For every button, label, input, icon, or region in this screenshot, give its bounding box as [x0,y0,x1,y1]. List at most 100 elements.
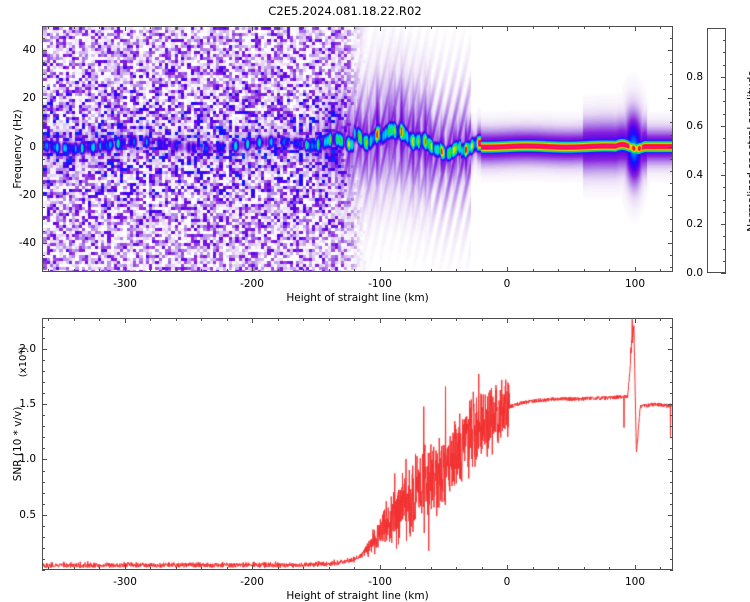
x-major-tick [125,26,126,31]
x-major-tick [380,26,381,31]
y-minor-tick [42,371,45,372]
y-tick-label: 2.0 [19,343,36,355]
y-minor-tick [670,548,673,549]
x-minor-tick [660,567,661,570]
colorbar-tick-label: 0.4 [686,169,703,181]
y-major-tick [42,404,47,405]
y-tick-label: -40 [18,237,36,249]
x-minor-tick [456,26,457,29]
y-minor-tick [670,110,673,111]
x-tick-label: -200 [240,278,264,290]
y-minor-tick [670,415,673,416]
y-minor-tick [670,371,673,372]
y-minor-tick [42,426,45,427]
y-minor-tick [42,537,45,538]
y-major-tick [42,98,47,99]
y-tick-label: 1.5 [19,398,36,410]
x-major-tick [380,267,381,272]
x-minor-tick [278,567,279,570]
y-minor-tick [42,74,45,75]
x-minor-tick [329,269,330,272]
x-minor-tick [431,269,432,272]
y-major-tick [668,404,673,405]
x-minor-tick [278,318,279,321]
colorbar-tick-label: 0.2 [686,218,703,230]
x-minor-tick [482,567,483,570]
y-tick-label: 1.0 [19,453,36,465]
y-minor-tick [670,471,673,472]
x-major-tick [635,267,636,272]
y-minor-tick [42,382,45,383]
spectrogram-plot-area [42,26,673,272]
x-tick-label: -300 [113,278,137,290]
x-tick-label: -100 [368,576,392,588]
colorbar-minor-tick [723,236,726,237]
y-minor-tick [670,570,673,571]
x-major-tick [380,318,381,323]
x-tick-label: 0 [503,576,511,588]
colorbar-minor-tick [723,151,726,152]
y-minor-tick [670,26,673,27]
y-axis-label: SNR (10 * v/v) [12,406,24,482]
y-major-tick [42,243,47,244]
x-minor-tick [558,26,559,29]
x-minor-tick [201,567,202,570]
colorbar-major-tick [721,224,726,225]
y-minor-tick [670,267,673,268]
x-major-tick [252,267,253,272]
x-minor-tick [176,269,177,272]
x-major-tick [252,565,253,570]
y-major-tick [668,195,673,196]
y-minor-tick [670,526,673,527]
y-minor-tick [42,219,45,220]
y-minor-tick [42,327,45,328]
x-minor-tick [48,567,49,570]
y-minor-tick [670,382,673,383]
y-minor-tick [42,267,45,268]
x-minor-tick [74,26,75,29]
colorbar [707,28,726,273]
y-minor-tick [42,493,45,494]
y-major-tick [42,459,47,460]
x-minor-tick [584,269,585,272]
colorbar-label: Normalized spectral amplitude [746,69,750,232]
x-minor-tick [150,26,151,29]
y-minor-tick [670,122,673,123]
colorbar-minor-tick [723,40,726,41]
x-minor-tick [150,318,151,321]
colorbar-tick-label: 0.6 [686,120,703,132]
y-minor-tick [42,110,45,111]
y-minor-tick [42,122,45,123]
x-minor-tick [176,567,177,570]
colorbar-minor-tick [723,187,726,188]
spectrogram-image [43,27,672,271]
x-minor-tick [533,318,534,321]
y-minor-tick [42,360,45,361]
x-minor-tick [354,567,355,570]
y-minor-tick [670,393,673,394]
x-minor-tick [74,318,75,321]
x-minor-tick [176,318,177,321]
y-minor-tick [42,437,45,438]
y-minor-tick [42,548,45,549]
y-minor-tick [42,482,45,483]
x-major-tick [252,318,253,323]
y-minor-tick [670,159,673,160]
x-minor-tick [99,318,100,321]
y-major-tick [42,50,47,51]
y-minor-tick [670,219,673,220]
colorbar-major-tick [721,126,726,127]
y-minor-tick [42,471,45,472]
y-tick-label: -20 [18,189,36,201]
y-minor-tick [670,559,673,560]
y-tick-label: 40 [22,44,36,56]
x-minor-tick [74,269,75,272]
x-major-tick [507,565,508,570]
x-major-tick [507,26,508,31]
x-minor-tick [329,318,330,321]
y-minor-tick [670,74,673,75]
x-minor-tick [533,269,534,272]
y-minor-tick [670,338,673,339]
x-minor-tick [74,567,75,570]
x-minor-tick [405,318,406,321]
